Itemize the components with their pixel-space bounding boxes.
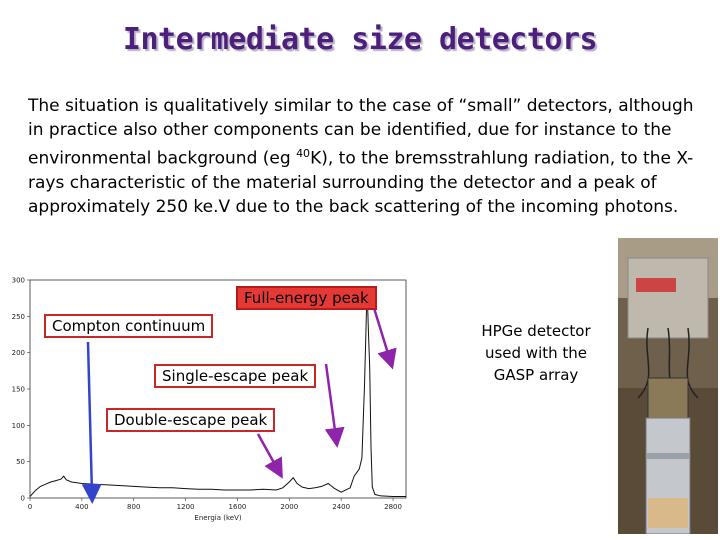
x-tick-label: 1600: [229, 503, 247, 511]
single-escape-peak-label: Single-escape peak: [154, 364, 317, 388]
x-tick-label: 2400: [332, 503, 350, 511]
compton-continuum-label: Compton continuum: [44, 314, 214, 338]
isotope-mass-number: 40: [296, 147, 311, 160]
double-escape-arrow: [256, 433, 283, 479]
x-tick-label: 2000: [280, 503, 298, 511]
y-tick-label: 200: [12, 349, 25, 357]
slide-title: Intermediate size detectors: [122, 22, 598, 57]
x-tick-label: 400: [75, 503, 88, 511]
x-tick-label: 1200: [177, 503, 195, 511]
paragraph-part-1: The situation is qualitatively similar t…: [28, 96, 694, 169]
x-tick-label: 800: [127, 503, 140, 511]
gamma-spectrum-chart: 0 400 800 1200 1600 2000 2400 2800 0 50 100 150 200 2…: [12, 277, 407, 522]
y-tick-label: 0: [21, 495, 25, 503]
paragraph-part-2: K), to the bremsstrahlung radiation, to …: [28, 148, 694, 217]
x-axis-label: Energia (keV): [194, 514, 241, 522]
double-escape-peak-label: Double-escape peak: [106, 408, 276, 432]
y-tick-label: 300: [12, 277, 25, 285]
description-paragraph: The situation is qualitatively similar t…: [28, 94, 698, 219]
x-tick-label: 2800: [384, 503, 402, 511]
y-tick-label: 250: [12, 313, 25, 321]
plot-frame: [29, 279, 407, 499]
detector-illustration: [618, 238, 718, 534]
photo-caption: HPGe detector used with the GASP array: [481, 322, 591, 384]
y-tick-label: 100: [12, 422, 25, 430]
spectrum-line: [29, 287, 406, 497]
y-tick-label: 150: [12, 386, 25, 394]
y-tick-label: 50: [16, 458, 25, 466]
x-tick-label: 0: [28, 503, 32, 511]
single-escape-arrow: [324, 363, 345, 448]
chart-axes: [29, 279, 407, 499]
chart-ticks: 0 400 800 1200 1600 2000 2400 2800 0 50 100 150 200 2…: [12, 277, 402, 512]
detector-photo: [618, 238, 718, 534]
full-energy-peak-label: Full-energy peak: [236, 286, 377, 310]
compton-arrow: [81, 341, 102, 504]
full-energy-arrow: [372, 307, 397, 370]
